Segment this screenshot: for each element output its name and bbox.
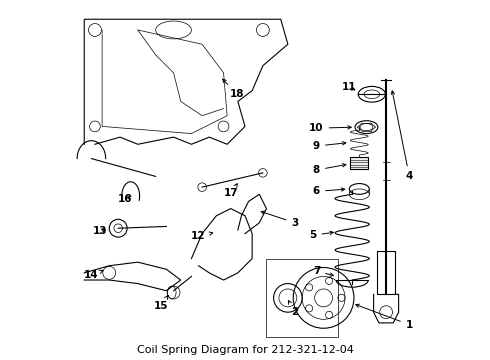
Text: 10: 10 [309, 123, 351, 133]
Bar [377, 251, 395, 294]
Text: 15: 15 [154, 296, 168, 311]
Polygon shape [373, 294, 398, 323]
Text: 13: 13 [93, 226, 108, 236]
Text: 6: 6 [313, 186, 345, 197]
Polygon shape [192, 208, 252, 280]
Text: 3: 3 [261, 211, 298, 228]
Polygon shape [238, 194, 267, 234]
Text: 12: 12 [191, 231, 213, 242]
Text: 5: 5 [309, 230, 333, 240]
Bar [350, 157, 368, 169]
Polygon shape [84, 19, 288, 144]
Polygon shape [84, 262, 181, 291]
Text: 18: 18 [222, 79, 245, 99]
Bar [267, 258, 338, 337]
Text: 14: 14 [84, 270, 103, 280]
Text: 11: 11 [342, 82, 356, 92]
Text: Coil Spring Diagram for 212-321-12-04: Coil Spring Diagram for 212-321-12-04 [137, 345, 353, 355]
Text: 16: 16 [118, 194, 133, 203]
Text: 2: 2 [289, 301, 298, 317]
Text: 4: 4 [391, 91, 413, 181]
Text: 1: 1 [356, 304, 413, 330]
Text: 8: 8 [313, 163, 346, 175]
Text: 7: 7 [313, 266, 333, 276]
Text: 9: 9 [313, 141, 346, 151]
Text: 17: 17 [224, 184, 239, 198]
